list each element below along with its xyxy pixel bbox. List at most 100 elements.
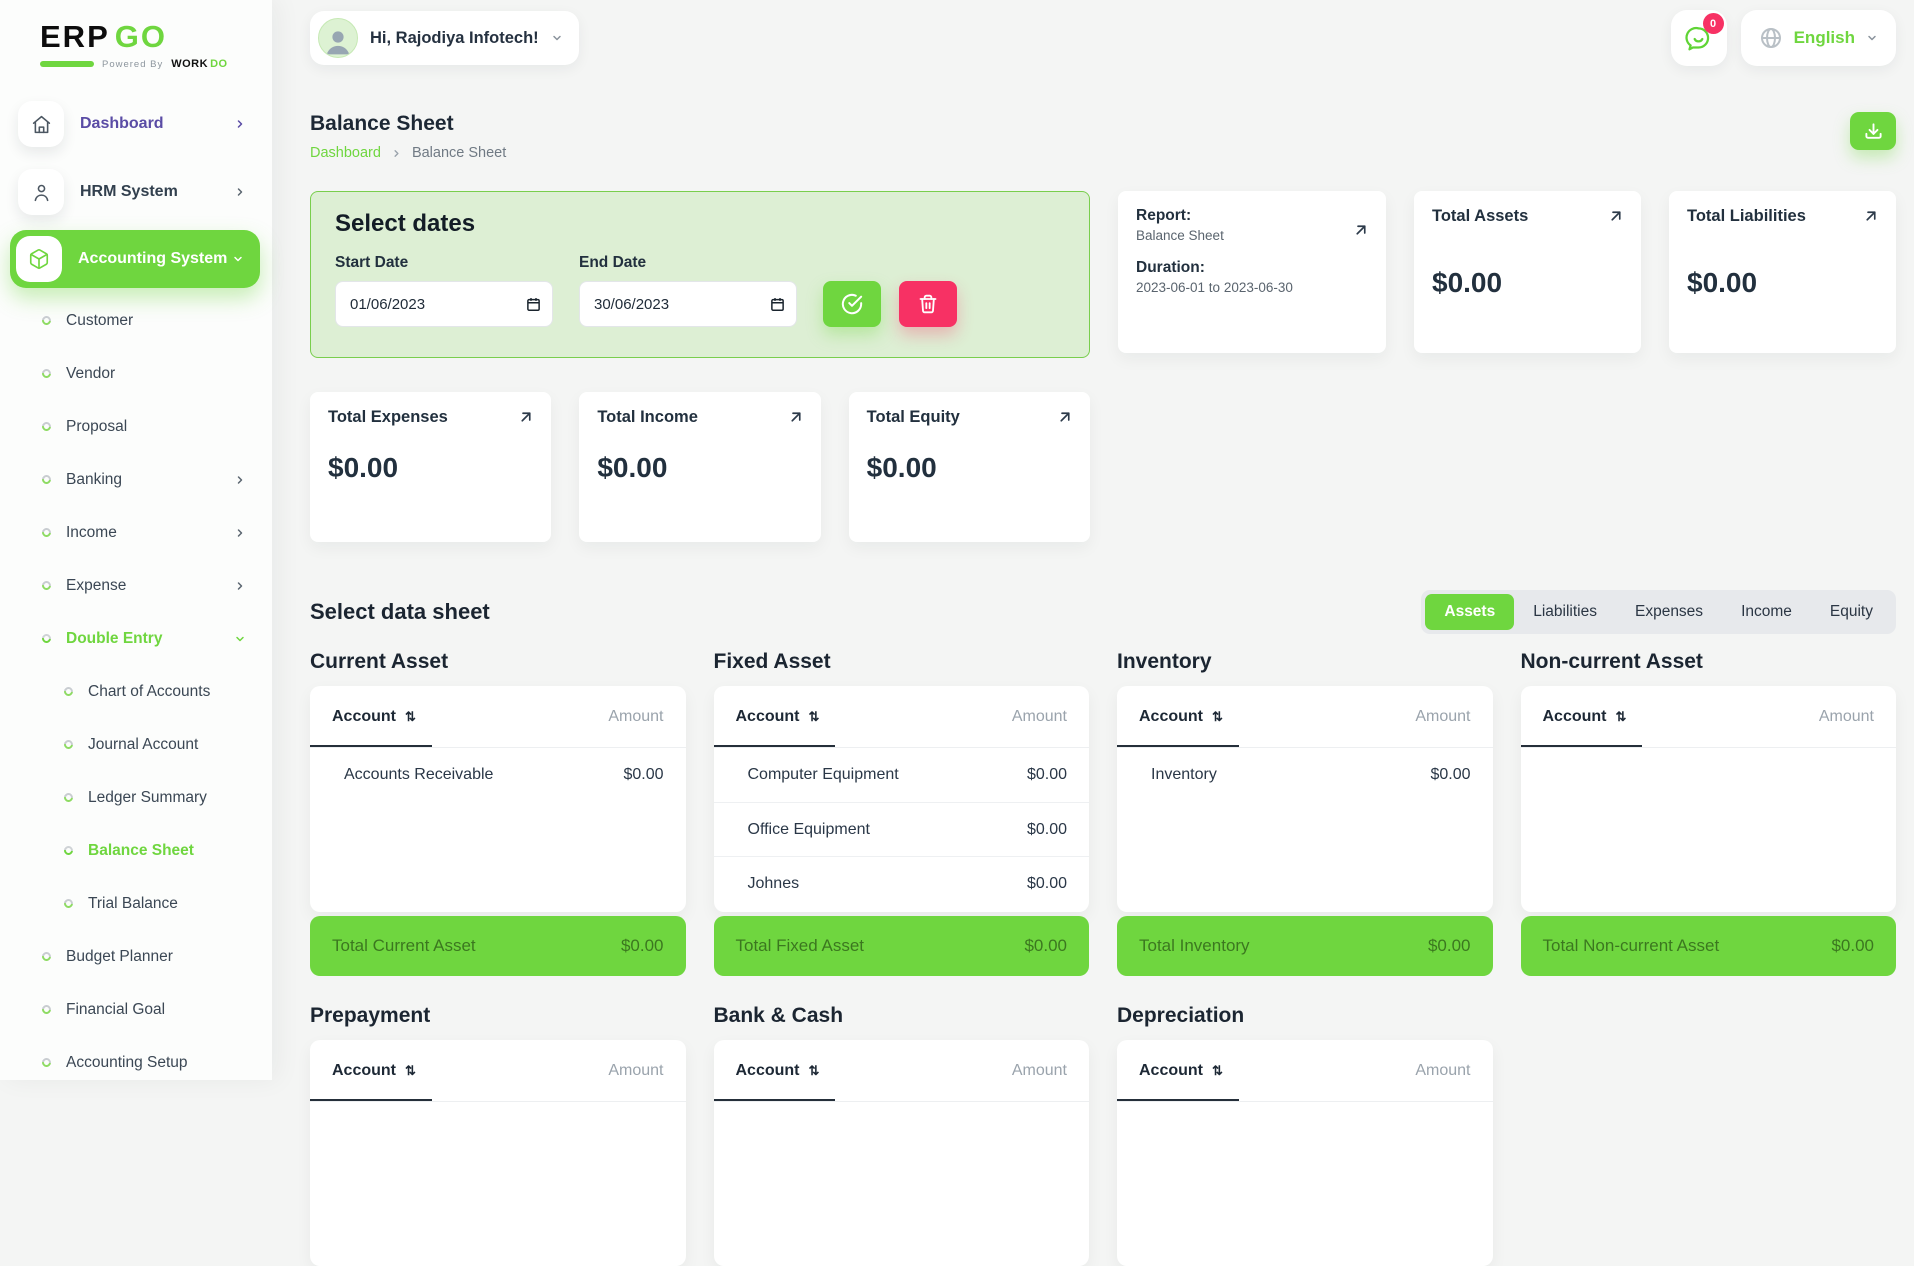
stat-value: $0.00 (1432, 267, 1503, 298)
logo-go-text: GO (114, 19, 167, 54)
sidebar-item-label: Accounting System (78, 250, 228, 268)
account-amount: $0.00 (1026, 820, 1067, 838)
account-column-header[interactable]: Account ⇅ (310, 686, 432, 747)
bullet-icon (62, 738, 75, 751)
sidebar-item-accounting-setup[interactable]: Accounting Setup (0, 1036, 272, 1089)
arrow-up-right-icon[interactable] (1352, 221, 1370, 239)
start-date-input[interactable] (335, 281, 553, 327)
sidebar-item-label: Banking (66, 470, 123, 488)
sidebar-item-vendor[interactable]: Vendor (0, 347, 272, 400)
account-column-header[interactable]: Account ⇅ (1117, 686, 1239, 747)
tab-assets[interactable]: Assets (1425, 594, 1515, 630)
account-column-header[interactable]: Account ⇅ (714, 1040, 836, 1101)
total-income-card: Total Income $0.00 (579, 392, 821, 542)
sidebar-item-label: Vendor (66, 364, 116, 382)
notification-badge: 0 (1702, 13, 1724, 34)
table-row: Johnes $0.00 (713, 856, 1089, 910)
page-title: Balance Sheet (310, 112, 454, 135)
sidebar-item-trial-balance[interactable]: Trial Balance (0, 877, 272, 930)
sidebar-item-label: Balance Sheet (88, 841, 194, 859)
sort-icon: ⇅ (1615, 708, 1627, 724)
sidebar-item-hrm-system[interactable]: HRM System (0, 160, 272, 224)
account-name: Accounts Receivable (344, 766, 494, 783)
tab-liabilities[interactable]: Liabilities (1533, 603, 1597, 620)
sidebar-item-double-entry[interactable]: Double Entry (0, 612, 272, 665)
total-label: Total Fixed Asset (735, 936, 865, 955)
sidebar-item-dashboard[interactable]: Dashboard (0, 92, 272, 156)
sidebar-item-ledger-summary[interactable]: Ledger Summary (0, 771, 272, 824)
start-date-field: Start Date (335, 254, 553, 327)
sidebar-item-balance-sheet[interactable]: Balance Sheet (0, 824, 272, 877)
sidebar-item-label: Chart of Accounts (88, 682, 211, 700)
arrow-up-right-icon[interactable] (1056, 408, 1074, 426)
messenger-button[interactable]: 0 (1670, 10, 1727, 66)
download-icon (1864, 122, 1882, 139)
arrow-up-right-icon[interactable] (517, 408, 535, 426)
account-amount: $0.00 (1430, 766, 1471, 783)
table-title: Bank & Cash (713, 1004, 844, 1027)
sidebar-item-journal-account[interactable]: Journal Account (0, 718, 272, 771)
table-body (714, 1102, 1090, 1266)
account-column-header[interactable]: Account ⇅ (310, 1040, 432, 1101)
tab-expenses[interactable]: Expenses (1634, 603, 1704, 620)
account-header-label: Account (1139, 1061, 1203, 1079)
bullet-icon (40, 420, 53, 433)
sidebar-item-income[interactable]: Income (0, 506, 272, 559)
logo-underline-bar (40, 61, 94, 68)
tab-equity[interactable]: Equity (1829, 603, 1873, 620)
user-icon (18, 169, 64, 216)
arrow-up-right-icon[interactable] (1607, 207, 1625, 225)
table-non-current-asset: Non-current Asset Account ⇅ Amount Total Non… (1520, 650, 1896, 976)
header-actions: 0 English (1670, 10, 1896, 66)
sidebar-item-chart-of-accounts[interactable]: Chart of Accounts (0, 665, 272, 718)
amount-column-header: Amount (1415, 707, 1471, 725)
account-column-header[interactable]: Account ⇅ (1521, 686, 1643, 747)
bullet-icon (40, 1056, 53, 1069)
reset-filter-button[interactable] (899, 281, 957, 327)
summary-row-secondary: Total Expenses $0.00 Total Income $0.00 … (310, 392, 1090, 542)
sidebar-item-proposal[interactable]: Proposal (0, 400, 272, 453)
arrow-up-right-icon[interactable] (787, 408, 805, 426)
user-menu-button[interactable]: Hi, Rajodiya Infotech! (310, 11, 579, 65)
end-date-input[interactable] (579, 281, 797, 327)
sidebar-item-customer[interactable]: Customer (0, 294, 272, 347)
amount-column-header: Amount (1011, 707, 1067, 725)
table-header-row: Account ⇅ Amount (1117, 686, 1493, 748)
language-selector[interactable]: English (1740, 10, 1896, 66)
calendar-icon (526, 297, 541, 312)
account-header-label: Account (332, 707, 396, 725)
chat-bubble-icon (1685, 26, 1710, 50)
report-summary-card: Report: Balance Sheet Duration: 2023-06-… (1118, 191, 1386, 353)
sidebar-item-accounting-system[interactable]: Accounting System (10, 230, 260, 289)
account-amount: $0.00 (1026, 874, 1067, 892)
table-row: Accounts Receivable $0.00 (310, 748, 686, 802)
sidebar-item-financial-goal[interactable]: Financial Goal (0, 983, 272, 1036)
chevron-right-icon (234, 527, 246, 539)
datasheet-grid-secondary: Prepayment Account ⇅ Amount Bank & Cash Accou… (310, 1004, 1896, 1266)
table-header-row: Account ⇅ Amount (1520, 686, 1896, 748)
breadcrumb-dashboard-link[interactable]: Dashboard (310, 145, 381, 161)
account-column-header[interactable]: Account ⇅ (714, 686, 836, 747)
stat-label: Total Equity (866, 408, 960, 426)
logo-wordmark: ERP GO (40, 19, 256, 54)
download-report-button[interactable] (1850, 112, 1896, 150)
account-column-header[interactable]: Account ⇅ (1117, 1040, 1239, 1101)
account-header-label: Account (1139, 707, 1203, 725)
amount-column-header: Amount (1415, 1061, 1471, 1079)
check-circle-icon (841, 293, 863, 315)
sidebar-item-banking[interactable]: Banking (0, 453, 272, 506)
select-dates-heading: Select dates (335, 210, 476, 237)
stat-value: $0.00 (1687, 267, 1758, 298)
bullet-icon (62, 844, 75, 857)
tab-income[interactable]: Income (1741, 603, 1792, 620)
total-amount: $0.00 (1427, 936, 1471, 955)
sidebar-item-expense[interactable]: Expense (0, 559, 272, 612)
arrow-up-right-icon[interactable] (1862, 207, 1880, 225)
account-amount: $0.00 (1026, 766, 1067, 783)
table-header-row: Account ⇅ Amount (310, 686, 686, 748)
table-total-row: Total Current Asset $0.00 (310, 916, 686, 976)
chevron-down-icon (1866, 32, 1878, 44)
sidebar-item-budget-planner[interactable]: Budget Planner (0, 930, 272, 983)
apply-filter-button[interactable] (823, 281, 881, 327)
calendar-icon (770, 297, 785, 312)
